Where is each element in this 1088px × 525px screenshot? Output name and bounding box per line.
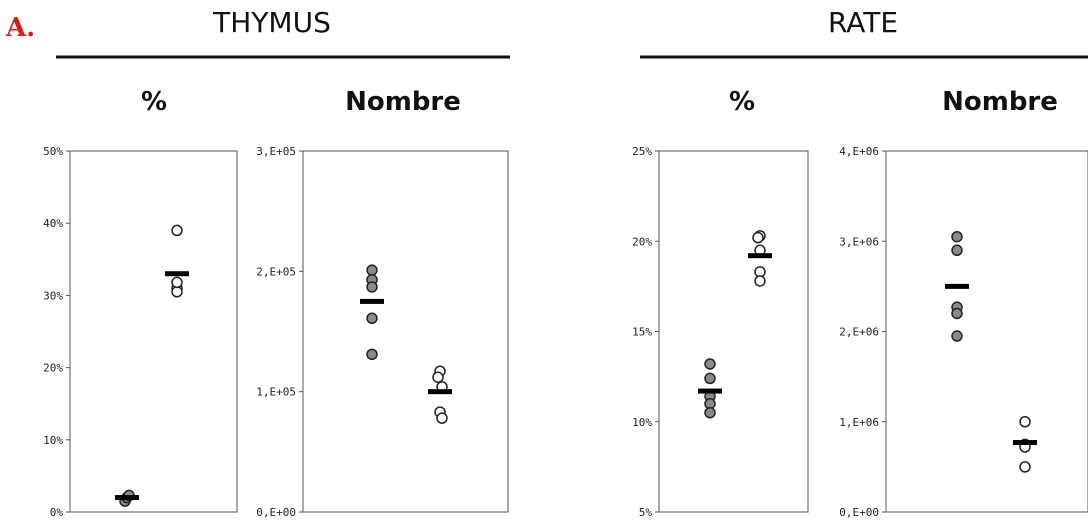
plot-frame bbox=[69, 150, 238, 513]
y-tick-label: 0% bbox=[50, 506, 64, 519]
rate-percent-plot: 5% 10% 15% 20% 25% bbox=[632, 145, 809, 519]
filled-data-point bbox=[951, 230, 963, 243]
filled-data-point bbox=[704, 406, 716, 419]
plot-frame bbox=[302, 150, 509, 513]
y-tick-label: 50% bbox=[43, 145, 63, 158]
y-tick-label: 15% bbox=[632, 326, 652, 339]
open-data-point bbox=[752, 231, 764, 244]
open-data-point bbox=[171, 224, 183, 237]
y-tick-label: 10% bbox=[632, 416, 652, 429]
filled-data-point bbox=[366, 281, 378, 293]
open-data-point bbox=[432, 371, 444, 383]
open-data-point bbox=[1019, 416, 1031, 428]
rate-number-subtitle: Nombre bbox=[942, 87, 1058, 117]
plot-frame bbox=[885, 150, 1088, 513]
thymus-number-plot: 0,E+00 1,E+05 2,E+05 3,E+05 bbox=[256, 145, 509, 519]
open-data-point bbox=[171, 286, 183, 298]
y-tick-label: 1,E+06 bbox=[839, 416, 879, 429]
open-data-point bbox=[171, 276, 183, 289]
y-tick-label: 30% bbox=[43, 289, 63, 302]
y-tick-label: 4,E+06 bbox=[839, 145, 879, 158]
y-tick-label: 25% bbox=[632, 145, 652, 158]
y-tick-label: 5% bbox=[639, 506, 653, 519]
thymus-percent-subtitle: % bbox=[141, 87, 167, 117]
mean-bar bbox=[945, 283, 969, 289]
y-tick-label: 0,E+00 bbox=[256, 506, 296, 519]
filled-data-point bbox=[366, 264, 378, 276]
y-tick-label: 2,E+05 bbox=[256, 265, 296, 278]
mean-bar bbox=[360, 298, 384, 304]
filled-data-point bbox=[704, 372, 716, 385]
open-data-point bbox=[436, 412, 448, 424]
rate-percent-subtitle: % bbox=[729, 87, 755, 117]
open-data-point bbox=[1019, 461, 1031, 473]
filled-data-point bbox=[951, 330, 963, 342]
filled-data-point bbox=[366, 312, 378, 325]
filled-data-point bbox=[951, 307, 963, 320]
thymus-number-subtitle: Nombre bbox=[345, 87, 461, 117]
mean-bar bbox=[748, 253, 772, 259]
mean-bar bbox=[1013, 440, 1037, 446]
y-tick-label: 3,E+05 bbox=[256, 145, 296, 158]
y-tick-label: 3,E+06 bbox=[839, 235, 879, 248]
y-tick-label: 20% bbox=[43, 362, 63, 375]
y-tick-label: 10% bbox=[43, 434, 63, 447]
y-tick-label: 0,E+00 bbox=[839, 506, 879, 519]
plot-frame bbox=[658, 150, 809, 513]
open-data-point bbox=[754, 275, 766, 287]
mean-bar bbox=[165, 271, 189, 277]
plots-group: 0% 10% 20% 30% 40% 50% 0,E+00 1,E+05 2,E+05 3,E+0… bbox=[43, 145, 1088, 519]
thymus-section-title: THYMUS bbox=[212, 6, 331, 39]
y-tick-label: 40% bbox=[43, 217, 63, 230]
rate-section-title: RATE bbox=[828, 6, 898, 39]
mean-bar bbox=[698, 388, 722, 394]
y-tick-label: 1,E+05 bbox=[256, 386, 296, 399]
filled-data-point bbox=[704, 358, 716, 370]
thymus-percent-plot: 0% 10% 20% 30% 40% 50% bbox=[43, 145, 238, 519]
mean-bar bbox=[115, 495, 139, 501]
filled-data-point bbox=[366, 348, 378, 361]
y-tick-label: 20% bbox=[632, 235, 652, 248]
rate-number-plot: 0,E+00 1,E+06 2,E+06 3,E+06 4,E+06 bbox=[839, 145, 1088, 519]
panel-letter: A. bbox=[5, 13, 35, 43]
filled-data-point bbox=[951, 244, 963, 257]
y-tick-label: 2,E+06 bbox=[839, 326, 879, 339]
mean-bar bbox=[428, 389, 452, 395]
